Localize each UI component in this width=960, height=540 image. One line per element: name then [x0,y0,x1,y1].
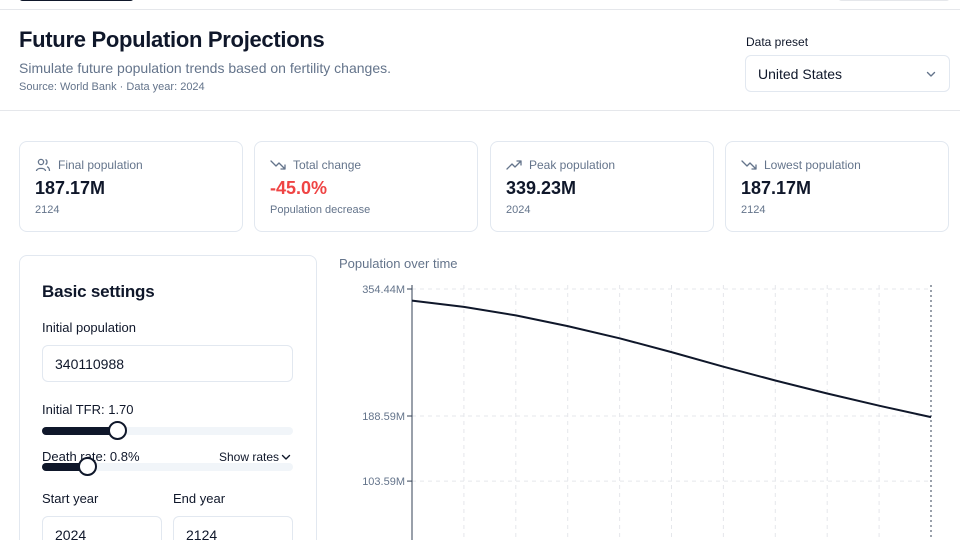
card-label: Total change [293,158,362,172]
start-year-label: Start year [42,491,99,506]
tfr-slider-thumb[interactable] [108,421,128,440]
card-subtext: 2124 [741,204,766,216]
population-chart-svg: 354.44M 188.59M 103.59M [362,284,932,540]
show-rates-toggle[interactable]: Show rates [219,450,291,464]
card-final-population: Final population 187.17M 2124 [19,141,243,232]
population-series-line [411,299,932,419]
data-source-note: Source: World Bank · Data year: 2024 [19,81,205,93]
users-icon [35,158,51,172]
start-year-input[interactable]: 2024 [42,516,162,540]
nav-button-secondary[interactable] [838,0,950,1]
page-header: Future Population Projections Simulate f… [0,10,960,111]
death-rate-label: Death rate: 0.8% [42,449,140,464]
card-value: -45.0% [270,178,328,198]
population-chart[interactable]: 354.44M 188.59M 103.59M [330,275,960,540]
card-total-change: Total change -45.0% Population decrease [254,141,478,232]
chevron-down-icon [926,71,936,77]
card-lowest-population: Lowest population 187.17M 2124 [725,141,949,232]
settings-heading: Basic settings [42,282,155,301]
preset-select[interactable]: United States [745,55,950,92]
end-year-input[interactable]: 2124 [173,516,293,540]
card-label: Lowest population [764,158,861,172]
show-rates-label: Show rates [219,450,280,464]
top-nav-bar [0,0,960,10]
initial-population-label: Initial population [42,320,136,335]
card-value: 339.23M [506,178,577,198]
card-subtext: 2024 [506,204,531,216]
page-title: Future Population Projections [19,27,325,52]
death-rate-slider[interactable] [42,457,293,476]
card-label: Final population [58,158,143,172]
chart-title: Population over time [339,256,458,271]
initial-population-input[interactable]: 340110988 [42,345,293,382]
page-subtitle: Simulate future population trends based … [19,60,392,76]
tfr-slider[interactable] [42,421,293,440]
trend-down-icon [741,160,757,170]
chart-y-tick-label: 103.59M [362,476,405,488]
tfr-label: Initial TFR: 1.70 [42,402,134,417]
card-value: 187.17M [741,178,812,198]
card-value: 187.17M [35,178,106,198]
death-rate-slider-fill [42,463,88,471]
tfr-slider-fill [42,427,118,435]
chart-y-tick-label: 188.59M [362,411,405,423]
trend-up-icon [506,160,522,170]
trend-down-icon [270,160,286,170]
end-year-label: End year [173,491,226,506]
preset-label: Data preset [746,35,809,49]
card-label: Peak population [529,158,616,172]
preset-select-value: United States [758,66,843,82]
nav-button-primary[interactable] [19,0,134,1]
chevron-down-icon [281,454,291,460]
card-peak-population: Peak population 339.23M 2024 [490,141,714,232]
chart-y-tick-label: 354.44M [362,284,405,296]
basic-settings-panel: Basic settings Initial population 340110… [19,255,317,540]
death-rate-slider-thumb[interactable] [78,457,98,476]
card-subtext: 2124 [35,204,60,216]
card-subtext: Population decrease [270,204,371,216]
